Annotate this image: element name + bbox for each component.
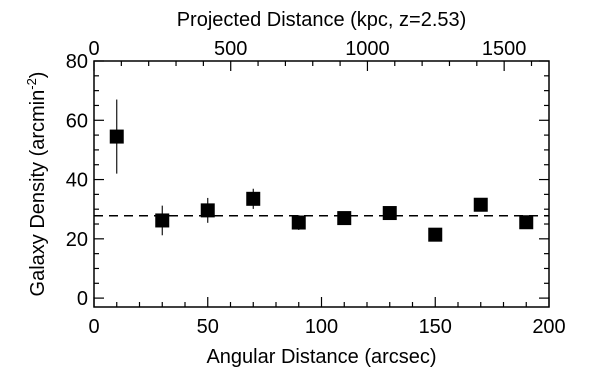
- data-point: [109, 129, 124, 144]
- tick-labels: 0 50 100 150 200 0 500 1000 1500 0 20 40 60 80: [66, 38, 566, 338]
- data-point: [337, 211, 352, 226]
- x2-tick-label: 1500: [482, 38, 527, 60]
- data-point: [200, 203, 215, 218]
- y-axis-title-sup: -2: [24, 78, 39, 90]
- data-point: [382, 206, 397, 221]
- y-axis-title-close: ): [27, 72, 49, 79]
- data-point: [519, 215, 534, 230]
- y-tick-label: 0: [77, 288, 88, 310]
- x2-tick-label: 1000: [345, 38, 390, 60]
- minor-ticks: [94, 61, 549, 307]
- data-point: [246, 191, 261, 206]
- y-tick-label: 80: [66, 51, 88, 73]
- x-tick-label: 100: [305, 316, 338, 338]
- x2-axis-title: Projected Distance (kpc, z=2.53): [177, 9, 467, 31]
- y-tick-label: 40: [66, 170, 88, 192]
- data-point: [291, 215, 306, 230]
- y-tick-label: 20: [66, 229, 88, 251]
- x-axis-title: Angular Distance (arcsec): [206, 346, 436, 368]
- data-point: [428, 227, 443, 242]
- y-axis-title-main: Galaxy Density (arcmin: [27, 90, 49, 297]
- plot-frame: [93, 60, 550, 308]
- major-ticks: [93, 60, 550, 307]
- x2-tick-label: 0: [88, 38, 99, 60]
- x-tick-label: 200: [532, 316, 565, 338]
- data-point: [155, 213, 170, 228]
- x-tick-label: 0: [88, 316, 99, 338]
- y-tick-label: 60: [66, 110, 88, 132]
- x-tick-label: 50: [197, 316, 219, 338]
- x2-tick-label: 500: [214, 38, 247, 60]
- x-tick-label: 150: [419, 316, 452, 338]
- data-point: [473, 197, 488, 212]
- y-axis-title: Galaxy Density (arcmin-2): [24, 72, 49, 297]
- data-points: [109, 99, 534, 242]
